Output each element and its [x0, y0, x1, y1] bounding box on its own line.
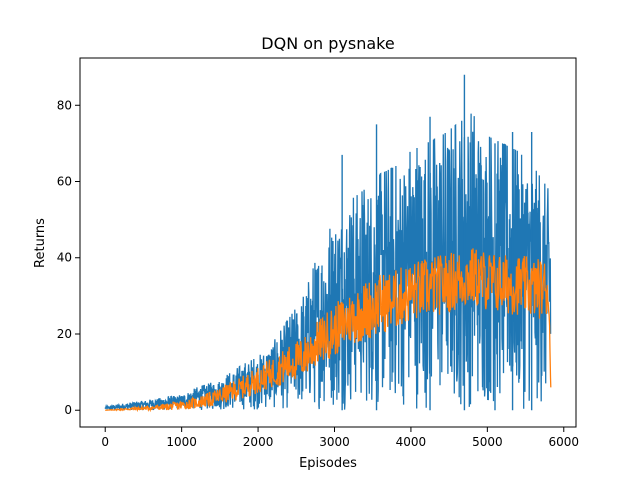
y-tick-label: 80 [57, 98, 72, 112]
x-tick-label: 0 [101, 435, 109, 449]
axes-frame [79, 57, 577, 428]
x-tick-label: 3000 [319, 435, 350, 449]
y-tick-label: 0 [64, 403, 72, 417]
x-tick-label: 4000 [396, 435, 427, 449]
y-axis-label: Returns [33, 218, 48, 268]
x-tick-label: 2000 [243, 435, 274, 449]
series-moving-average-line [105, 248, 552, 413]
series-layer [104, 74, 552, 413]
x-axis-label: Episodes [299, 456, 357, 471]
y-tick-label: 20 [57, 327, 72, 341]
x-axis-ticks: 0 1000 2000 3000 4000 5000 6000 [101, 427, 579, 449]
y-tick-label: 60 [57, 175, 72, 189]
y-axis-ticks: 0 20 40 60 80 [57, 98, 80, 417]
chart-title: DQN on pysnake [261, 34, 394, 53]
x-tick-label: 6000 [548, 435, 579, 449]
x-tick-label: 1000 [166, 435, 197, 449]
y-tick-label: 40 [57, 251, 72, 265]
x-tick-label: 5000 [472, 435, 503, 449]
